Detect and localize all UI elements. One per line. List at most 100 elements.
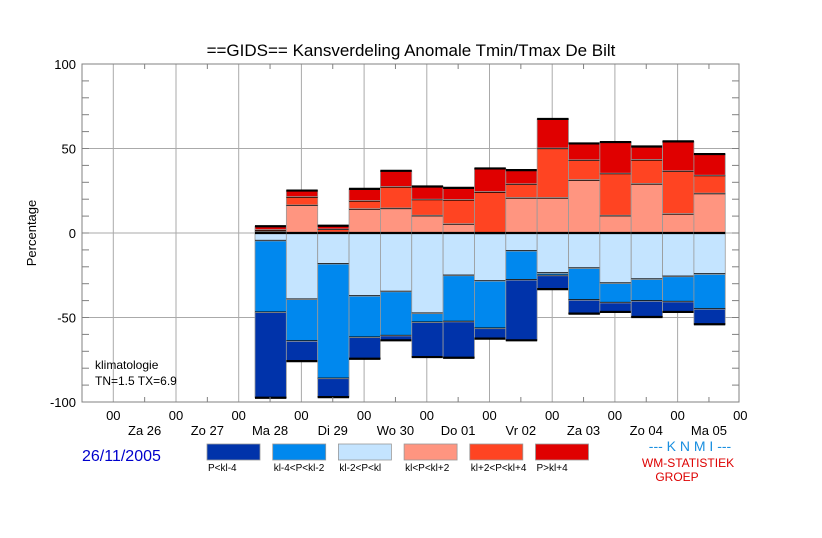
bar-segment — [662, 276, 695, 303]
bar-segment — [630, 232, 663, 280]
legend-swatch — [403, 443, 458, 461]
legend-label: P<kl-4 — [208, 463, 237, 474]
org-label-line1: WM-STATISTIEK — [642, 456, 734, 470]
bar-segment — [630, 146, 663, 160]
x-tick-labels: 00 00 00 00 00 00 00 00 00 00 00 Za 26 Zo 27 Ma 28 Di … — [106, 408, 747, 438]
x-day-label: Di 29 — [318, 423, 348, 438]
bar-segment — [599, 283, 632, 304]
legend-swatch — [206, 443, 261, 461]
bar-segment — [254, 232, 287, 242]
org-label-line2: GROEP — [655, 470, 698, 484]
bar-segment — [630, 300, 663, 318]
bar-segment — [599, 141, 632, 174]
bar-segment — [379, 170, 413, 187]
bar-segment — [693, 308, 726, 325]
bar-segment — [285, 204, 319, 234]
x-day-label: Do 01 — [441, 423, 476, 438]
bar-segment — [693, 274, 726, 310]
y-axis-label: Percentage — [24, 200, 39, 267]
bar-segment — [536, 197, 569, 234]
bar-segment — [568, 299, 601, 315]
bar-segment — [536, 232, 569, 274]
bar-segment — [348, 337, 381, 360]
bar-segment — [411, 186, 444, 200]
legend-label: kl-2<P<kl — [339, 463, 381, 474]
bar-segment — [379, 186, 413, 209]
bar-segment — [662, 170, 695, 214]
bar-segment — [505, 183, 538, 198]
bar-segment — [536, 275, 569, 290]
bar-segment — [442, 199, 475, 225]
legend: P<kl-4 kl-4<P<kl-2 kl-2<P<kl kl<P<kl+2 kl+2<… — [206, 443, 589, 474]
x-day-label: Zo 04 — [630, 423, 663, 438]
x-hour-label: 00 — [357, 408, 371, 423]
bars — [254, 117, 726, 399]
bar-segment — [662, 141, 695, 172]
bar-segment — [693, 192, 726, 234]
annotation-tn-tx: TN=1.5 TX=6.9 — [95, 374, 177, 388]
x-hour-label: 00 — [733, 408, 747, 423]
bar-segment — [348, 188, 381, 201]
x-day-label: Za 03 — [567, 423, 600, 438]
bar-segment — [693, 174, 726, 194]
x-hour-label: 00 — [169, 408, 183, 423]
y-tick-label: 100 — [54, 57, 76, 72]
x-hour-label: 00 — [608, 408, 622, 423]
legend-label: kl+2<P<kl+4 — [471, 463, 527, 474]
bar-segment — [662, 232, 695, 278]
bar-segment — [662, 213, 695, 234]
bar-segment — [505, 279, 538, 341]
annotation-climatology: klimatologie — [95, 358, 159, 372]
bar-segment — [568, 179, 601, 234]
bar-segment — [411, 232, 444, 315]
y-tick-label: 50 — [62, 142, 76, 157]
legend-label: kl<P<kl+2 — [405, 463, 450, 474]
x-day-label: Zo 27 — [191, 423, 224, 438]
x-day-label: Ma 28 — [252, 423, 288, 438]
bar-segment — [379, 207, 413, 234]
bar-segment — [317, 378, 350, 398]
bar-segment — [474, 168, 507, 192]
bar-segment — [474, 232, 507, 282]
bar-segment — [254, 240, 287, 313]
x-hour-label: 00 — [482, 408, 496, 423]
y-tick-labels: 100 50 0 -50 -100 — [50, 57, 76, 410]
legend-label: P>kl+4 — [537, 463, 569, 474]
x-hour-label: 00 — [294, 408, 308, 423]
x-hour-label: 00 — [231, 408, 245, 423]
bar-segment — [599, 214, 632, 234]
bar-segment — [568, 268, 601, 301]
bar-segment — [568, 159, 601, 180]
bar-segment — [442, 232, 475, 277]
legend-swatch — [272, 443, 327, 461]
bar-segment — [317, 263, 350, 380]
bar-segment — [348, 295, 381, 339]
bar-segment — [317, 232, 350, 265]
bar-segment — [442, 187, 475, 200]
bar-segment — [285, 232, 319, 300]
legend-swatch — [535, 443, 589, 461]
bar-segment — [411, 198, 444, 216]
legend-swatch — [337, 443, 392, 461]
y-tick-label: 0 — [69, 226, 76, 241]
bar-segment — [505, 250, 538, 281]
knmi-label: --- K N M I --- — [649, 438, 732, 454]
x-day-label: Vr 02 — [506, 423, 537, 438]
bar-segment — [442, 321, 475, 359]
bar-segment — [505, 169, 538, 185]
bar-segment — [568, 232, 601, 269]
y-tick-label: -100 — [50, 395, 76, 410]
bar-segment — [568, 143, 601, 161]
bar-segment — [411, 214, 444, 234]
x-day-label: Za 26 — [128, 423, 161, 438]
bar-segment — [379, 232, 413, 293]
bar-segment — [411, 313, 444, 323]
bar-segment — [536, 118, 569, 149]
x-hour-label: 00 — [670, 408, 684, 423]
bar-segment — [693, 153, 726, 176]
bar-segment — [285, 340, 319, 362]
bar-segment — [442, 275, 475, 323]
bar-segment — [348, 232, 381, 297]
bar-segment — [630, 159, 663, 184]
